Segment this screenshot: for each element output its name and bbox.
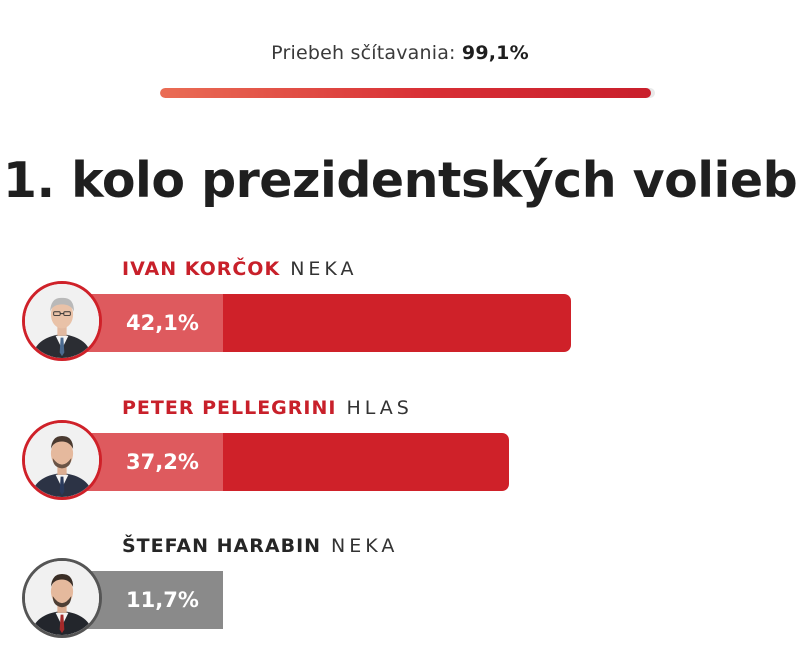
candidate-name-text: ŠTEFAN HARABIN xyxy=(122,535,322,557)
candidate-portrait-icon xyxy=(22,420,102,500)
result-bar-pellegrini: 37,2% xyxy=(40,433,757,491)
result-percent: 11,7% xyxy=(126,588,199,612)
candidate-row-pellegrini: PETER PELLEGRINI HLAS 37,2% xyxy=(0,397,800,517)
candidate-party: HLAS xyxy=(346,397,413,419)
counting-progress-bar xyxy=(160,88,655,98)
counting-progress-text: Priebeh sčítavania: xyxy=(271,42,456,64)
result-bar-korcok: 42,1% xyxy=(40,294,757,352)
candidate-row-harabin: ŠTEFAN HARABIN NEKA 11,7% xyxy=(0,535,800,655)
candidate-name-text: PETER PELLEGRINI xyxy=(122,397,337,419)
result-percent: 42,1% xyxy=(126,311,199,335)
counting-progress-value: 99,1% xyxy=(461,42,529,64)
candidate-portrait-icon xyxy=(22,281,102,361)
counting-progress-fill xyxy=(160,88,651,98)
counting-progress-label: Priebeh sčítavania: 99,1% xyxy=(0,42,800,64)
candidate-party: NEKA xyxy=(290,258,358,280)
candidate-row-korcok: IVAN KORČOK NEKA 42,1% xyxy=(0,258,800,378)
page-title: 1. kolo prezidentských volieb xyxy=(2,152,798,209)
candidate-name-pellegrini: PETER PELLEGRINI HLAS xyxy=(122,397,413,419)
result-bar-harabin: 11,7% xyxy=(40,571,757,629)
candidate-party: NEKA xyxy=(331,535,399,557)
candidate-name-text: IVAN KORČOK xyxy=(122,258,281,280)
candidate-name-korcok: IVAN KORČOK NEKA xyxy=(122,258,358,280)
result-percent: 37,2% xyxy=(126,450,199,474)
candidate-name-harabin: ŠTEFAN HARABIN NEKA xyxy=(122,535,398,557)
candidate-portrait-icon xyxy=(22,558,102,638)
